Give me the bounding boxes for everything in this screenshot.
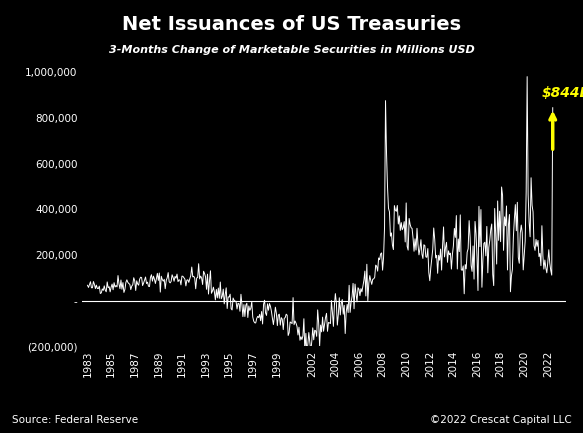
Text: ©2022 Crescat Capital LLC: ©2022 Crescat Capital LLC xyxy=(430,415,571,425)
Text: Source: Federal Reserve: Source: Federal Reserve xyxy=(12,415,138,425)
Text: $844B: $844B xyxy=(542,86,583,100)
Text: Net Issuances of US Treasuries: Net Issuances of US Treasuries xyxy=(122,15,461,34)
Text: 3-Months Change of Marketable Securities in Millions USD: 3-Months Change of Marketable Securities… xyxy=(108,45,475,55)
